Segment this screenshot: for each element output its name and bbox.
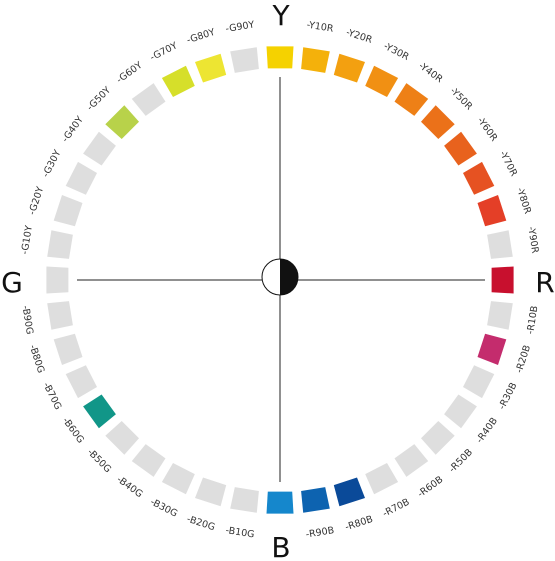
- hue-segment: [65, 365, 97, 399]
- hue-segment: [195, 53, 227, 83]
- hue-label: -Y70R: [497, 149, 519, 178]
- hue-segment: [105, 421, 139, 455]
- hue-label: -R10B: [525, 305, 540, 335]
- hue-segment: [131, 83, 166, 116]
- hue-segment: [230, 47, 259, 73]
- hue-segment: [266, 491, 294, 514]
- hue-label: -R30B: [497, 381, 520, 412]
- hue-label: -B50G: [85, 447, 113, 475]
- hue-segment: [47, 230, 73, 259]
- hue-label: -B10G: [225, 525, 255, 540]
- hue-label: -R40B: [474, 416, 500, 446]
- pole-label-right: R: [535, 266, 554, 299]
- hue-segment: [463, 365, 495, 399]
- hue-segment: [47, 301, 73, 330]
- hue-label: -G60Y: [115, 60, 145, 86]
- hue-segment: [477, 195, 507, 227]
- hue-segment: [161, 65, 195, 97]
- hue-segment: [46, 266, 69, 294]
- hue-label: -R70B: [381, 497, 412, 520]
- hue-segment: [230, 487, 259, 513]
- hue-label: -G40Y: [60, 114, 86, 144]
- hue-label: -Y30R: [382, 41, 411, 63]
- hue-label: -Y40R: [416, 61, 444, 86]
- hue-label: -G10Y: [19, 225, 34, 256]
- hue-segment: [105, 105, 139, 139]
- hue-segment: [477, 333, 507, 365]
- hue-segment: [195, 477, 227, 507]
- hue-label: -R80B: [344, 514, 375, 533]
- hue-segment: [394, 83, 429, 116]
- hue-segment: [301, 47, 330, 73]
- hue-segment: [421, 421, 455, 455]
- pole-label-top: Y: [271, 0, 290, 32]
- hue-label: -Y20R: [345, 27, 374, 46]
- hue-segment: [365, 65, 399, 97]
- hue-segment: [487, 301, 513, 330]
- hue-label: -G90Y: [225, 19, 256, 34]
- hue-segment: [333, 53, 365, 83]
- hue-label: -R50B: [447, 447, 475, 475]
- hue-label: -R20B: [514, 344, 533, 375]
- hue-segment: [65, 161, 97, 195]
- hue-label: -G50Y: [85, 85, 113, 113]
- hue-label: -Y60R: [475, 115, 500, 143]
- hue-label: -G70Y: [148, 40, 179, 63]
- hue-segment: [83, 394, 116, 429]
- hue-label: -B60G: [60, 416, 86, 446]
- hue-segment: [421, 105, 455, 139]
- hue-label: -G80Y: [185, 27, 216, 46]
- pole-label-bottom: B: [271, 531, 290, 561]
- hue-label: -Y90R: [525, 226, 540, 255]
- hue-segment: [487, 230, 513, 259]
- hue-label: -Y10R: [306, 20, 335, 35]
- hue-label: -G20Y: [27, 185, 46, 216]
- hue-segment: [83, 131, 116, 166]
- hue-label: -B40G: [115, 474, 145, 500]
- hue-segment: [53, 195, 83, 227]
- hue-segment: [365, 463, 399, 495]
- hue-segment: [266, 46, 294, 69]
- hue-label: -G30Y: [40, 148, 63, 179]
- hue-segment: [444, 394, 477, 429]
- hue-segment: [394, 444, 429, 477]
- hue-segment: [444, 131, 477, 166]
- hue-segment: [491, 266, 514, 294]
- center-circle: [261, 258, 299, 296]
- hue-label: -B20G: [185, 514, 216, 533]
- hue-segment: [161, 463, 195, 495]
- hue-label: -R90B: [305, 525, 335, 540]
- hue-label: -Y80R: [514, 186, 533, 215]
- hue-label: -Y50R: [448, 86, 475, 113]
- hue-label: -B80G: [27, 344, 46, 375]
- hue-label: -B30G: [148, 497, 179, 520]
- hue-label: -R60B: [416, 474, 446, 500]
- hue-segment: [301, 487, 330, 513]
- pole-label-left: G: [1, 266, 23, 299]
- hue-segment: [131, 444, 166, 477]
- hue-segment: [333, 477, 365, 507]
- hue-segment: [463, 161, 495, 195]
- hue-segments: [46, 46, 514, 514]
- hue-label: -B70G: [40, 381, 63, 412]
- hue-segment: [53, 333, 83, 365]
- hue-label: -B90G: [19, 305, 34, 335]
